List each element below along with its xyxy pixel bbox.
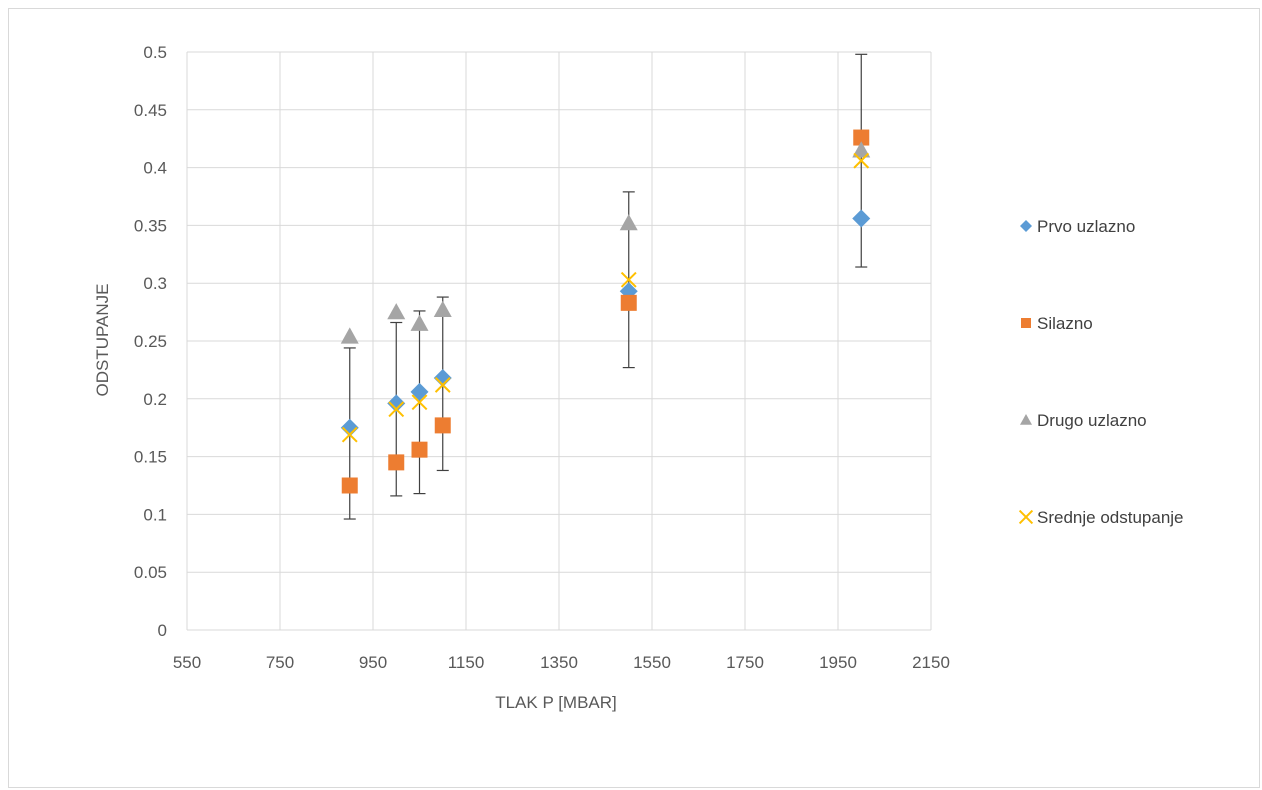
x-tick-label: 1550 xyxy=(633,653,671,672)
point-drugo-uzlazno xyxy=(387,303,406,320)
y-axis-ticks: 0 0.05 0.1 0.15 0.2 0.25 0.3 0.35 0.4 0.45 0.5 xyxy=(134,43,167,640)
x-tick-label: 1950 xyxy=(819,653,857,672)
y-axis-title: ODSTUPANJE xyxy=(93,283,112,396)
y-tick-label: 0.3 xyxy=(143,274,167,293)
point-drugo-uzlazno xyxy=(410,314,429,331)
y-tick-label: 0.1 xyxy=(143,505,167,524)
x-tick-label: 1150 xyxy=(448,653,485,672)
point-srednje-odstupanje xyxy=(434,377,451,393)
x-tick-label: 1350 xyxy=(540,653,578,672)
y-tick-label: 0 xyxy=(158,621,167,640)
chart-frame xyxy=(8,8,1260,788)
y-tick-label: 0.35 xyxy=(134,216,167,235)
legend: Prvo uzlazno Silazno Drugo uzlazno Srednje … xyxy=(1018,217,1184,527)
x-tick-label: 2150 xyxy=(912,653,950,672)
y-tick-label: 0.5 xyxy=(143,43,167,62)
legend-marker-silazno xyxy=(1021,318,1031,328)
grid xyxy=(186,51,932,631)
point-srednje-odstupanje xyxy=(388,401,405,418)
point-drugo-uzlazno xyxy=(852,141,871,158)
point-srednje-odstupanje xyxy=(341,426,358,443)
point-srednje-odstupanje-stroke xyxy=(620,271,637,288)
legend-label-prvo-uzlazno: Prvo uzlazno xyxy=(1037,217,1135,236)
legend-marker-prvo-uzlazno xyxy=(1020,220,1032,232)
legend-marker-drugo-uzlazno xyxy=(1020,414,1032,425)
point-prvo-uzlazno xyxy=(433,368,452,387)
point-srednje-odstupanje-stroke xyxy=(388,401,405,418)
legend-label-srednje-odstupanje: Srednje odstupanje xyxy=(1037,508,1184,527)
point-silazno xyxy=(411,441,428,458)
point-srednje-odstupanje-stroke xyxy=(341,426,358,443)
point-srednje-odstupanje xyxy=(411,394,428,411)
y-tick-label: 0.4 xyxy=(143,159,167,178)
point-drugo-uzlazno xyxy=(340,327,359,344)
point-srednje-odstupanje-stroke xyxy=(411,394,428,411)
point-prvo-uzlazno xyxy=(852,209,871,228)
point-silazno xyxy=(853,129,870,146)
point-prvo-uzlazno xyxy=(340,418,359,437)
point-silazno xyxy=(388,454,405,471)
data-markers xyxy=(340,129,871,494)
point-srednje-odstupanje xyxy=(620,271,637,288)
x-axis-title: TLAK P [MBAR] xyxy=(495,693,617,712)
point-srednje-odstupanje xyxy=(853,152,870,169)
point-drugo-uzlazno xyxy=(619,214,638,231)
point-silazno xyxy=(434,417,451,434)
point-prvo-uzlazno xyxy=(387,394,406,413)
legend-marker-srednje-odstupanje-stroke xyxy=(1018,509,1034,525)
point-srednje-odstupanje-stroke xyxy=(434,377,451,393)
point-drugo-uzlazno xyxy=(433,300,452,317)
x-axis-ticks: 550 750 950 1150 1350 1550 1750 1950 2150 xyxy=(173,653,950,672)
legend-label-drugo-uzlazno: Drugo uzlazno xyxy=(1037,411,1147,430)
legend-label-silazno: Silazno xyxy=(1037,314,1093,333)
x-tick-label: 1750 xyxy=(726,653,764,672)
y-tick-label: 0.05 xyxy=(134,563,167,582)
point-srednje-odstupanje-stroke xyxy=(853,152,870,169)
y-tick-label: 0.25 xyxy=(134,332,167,351)
y-tick-label: 0.2 xyxy=(143,390,167,409)
legend-marker-srednje-odstupanje xyxy=(1018,509,1034,525)
y-tick-label: 0.45 xyxy=(134,101,167,120)
point-prvo-uzlazno xyxy=(410,382,429,401)
point-silazno xyxy=(341,477,358,494)
point-silazno xyxy=(620,294,637,311)
x-tick-label: 550 xyxy=(173,653,201,672)
x-tick-label: 750 xyxy=(266,653,294,672)
y-tick-label: 0.15 xyxy=(134,448,167,467)
x-tick-label: 950 xyxy=(359,653,387,672)
